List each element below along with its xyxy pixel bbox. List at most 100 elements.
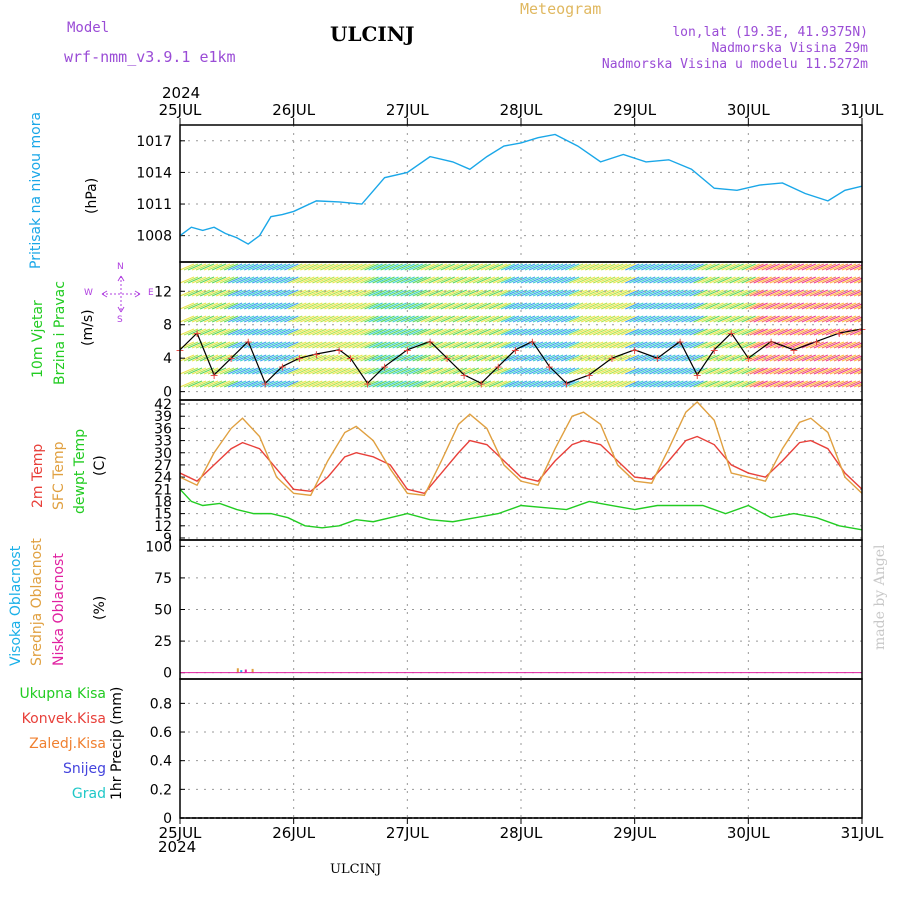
wind-barb xyxy=(432,263,447,271)
wind-barb xyxy=(677,276,692,284)
wind-barb xyxy=(580,315,596,323)
wind-barb xyxy=(324,315,339,323)
wind-barb xyxy=(741,302,756,310)
wind-barb xyxy=(444,341,460,349)
wind-barb xyxy=(801,263,817,271)
wind-barb xyxy=(364,380,379,388)
wind-barb xyxy=(183,263,199,271)
wind-barb xyxy=(191,289,207,297)
wind-barb xyxy=(424,328,439,336)
wind-barb xyxy=(231,380,247,388)
wind-barb xyxy=(685,263,700,271)
wind-barb xyxy=(600,367,616,375)
wind-barb xyxy=(825,328,841,336)
wind-barb xyxy=(657,354,672,362)
wind-barb xyxy=(753,380,768,388)
wind-barb xyxy=(392,328,407,336)
wind-barb xyxy=(264,289,279,297)
wind-barb xyxy=(235,263,251,271)
wind-barb xyxy=(673,302,688,310)
wind-barb xyxy=(440,276,456,284)
wind-barb xyxy=(857,371,862,375)
wind-barb xyxy=(793,328,809,336)
wind-barb xyxy=(223,380,239,388)
wind-barb xyxy=(588,380,604,388)
wind-barb xyxy=(460,315,476,323)
wind-barb xyxy=(701,315,716,323)
wind-barb xyxy=(187,341,203,349)
wind-barb xyxy=(444,315,460,323)
wind-barb xyxy=(637,276,652,284)
wind-barb xyxy=(264,354,279,362)
wind-barb xyxy=(211,354,227,362)
wind-barb xyxy=(259,354,275,362)
wind-barb xyxy=(259,328,275,336)
wind-barb xyxy=(247,380,263,388)
wind-barb xyxy=(215,328,231,336)
wind-barb xyxy=(264,276,279,284)
wind-barb xyxy=(272,354,287,362)
wind-barb xyxy=(239,263,255,271)
wind-barb xyxy=(424,302,439,310)
wind-barb xyxy=(368,263,383,271)
wind-barb xyxy=(633,276,648,284)
year-bottom: 2024 xyxy=(158,838,197,856)
wind-barb xyxy=(633,315,648,323)
wind-barb xyxy=(420,328,435,336)
wind-barb xyxy=(592,315,608,323)
wind-gust-point: + xyxy=(494,361,503,374)
y-tick-label: 1017 xyxy=(136,134,172,150)
wind-barb xyxy=(356,367,371,375)
wind-barb xyxy=(344,315,359,323)
wind-barb xyxy=(288,263,303,271)
wind-barb xyxy=(251,289,267,297)
wind-barb xyxy=(235,315,251,323)
wind-barb xyxy=(685,276,700,284)
wind-barb xyxy=(484,263,500,271)
wind-barb xyxy=(336,315,351,323)
wind-barb xyxy=(596,302,612,310)
wind-barb xyxy=(785,302,801,310)
wind-barb xyxy=(552,354,568,362)
wind-barb xyxy=(296,341,311,349)
wind-barb xyxy=(396,341,411,349)
wind-barb xyxy=(528,263,544,271)
wind-barb xyxy=(705,341,720,349)
wind-barb xyxy=(809,328,825,336)
wind-barb xyxy=(316,276,331,284)
wind-barb xyxy=(781,302,797,310)
wind-barb xyxy=(552,302,568,310)
wind-barb xyxy=(532,315,548,323)
wind-barb xyxy=(801,367,817,375)
wind-barb xyxy=(272,341,287,349)
wind-barb xyxy=(412,354,427,362)
wind-barb xyxy=(789,289,805,297)
wind-barb xyxy=(697,302,712,310)
wind-barb xyxy=(428,302,443,310)
wind-barb xyxy=(227,302,243,310)
wind-barb xyxy=(440,341,456,349)
wind-barb xyxy=(717,289,732,297)
x-tick-label-top: 31JUL xyxy=(841,101,884,119)
wind-barb xyxy=(348,263,363,271)
wind-barb xyxy=(548,263,564,271)
wind-barb xyxy=(308,289,323,297)
wind-barb xyxy=(312,276,327,284)
wind-barb xyxy=(556,276,572,284)
wind-barb xyxy=(633,263,648,271)
wind-barb xyxy=(480,380,496,388)
wind-barb xyxy=(633,328,648,336)
wind-barb xyxy=(857,280,862,284)
wind-barb xyxy=(424,380,439,388)
panel-precip: 00.20.40.60.8 xyxy=(150,678,863,827)
wind-barb xyxy=(697,341,712,349)
wind-barb xyxy=(821,276,837,284)
wind-barb xyxy=(572,302,588,310)
wind-barb xyxy=(191,276,207,284)
wind-barb xyxy=(576,354,592,362)
wind-barb xyxy=(637,302,652,310)
wind-barb xyxy=(536,302,552,310)
wind-barb xyxy=(251,367,267,375)
wind-barb xyxy=(480,315,496,323)
wind-barb xyxy=(605,263,620,271)
